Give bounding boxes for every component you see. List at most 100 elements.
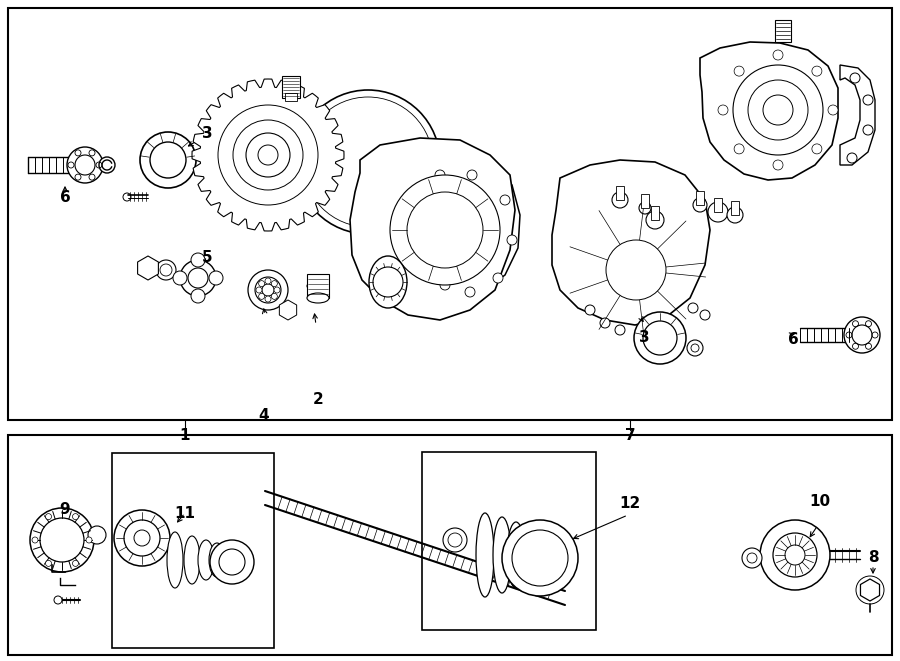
Text: 1: 1 xyxy=(180,428,190,442)
Circle shape xyxy=(615,325,625,335)
Circle shape xyxy=(134,530,150,546)
Polygon shape xyxy=(435,160,520,298)
Circle shape xyxy=(643,321,677,355)
Ellipse shape xyxy=(507,522,525,588)
Ellipse shape xyxy=(518,527,536,583)
Circle shape xyxy=(272,293,277,299)
Text: 2: 2 xyxy=(312,393,323,407)
Circle shape xyxy=(188,268,208,288)
Circle shape xyxy=(852,325,872,345)
Circle shape xyxy=(233,120,303,190)
Circle shape xyxy=(272,281,277,287)
Circle shape xyxy=(828,105,838,115)
Ellipse shape xyxy=(184,536,200,584)
Circle shape xyxy=(440,280,450,290)
Circle shape xyxy=(140,132,196,188)
Text: 6: 6 xyxy=(788,332,798,348)
Bar xyxy=(696,191,704,205)
Circle shape xyxy=(258,293,265,299)
Bar xyxy=(285,93,297,101)
Circle shape xyxy=(253,140,283,170)
Circle shape xyxy=(40,518,84,562)
Circle shape xyxy=(219,549,245,575)
Circle shape xyxy=(812,144,822,154)
Circle shape xyxy=(209,271,223,285)
Circle shape xyxy=(262,284,274,296)
Polygon shape xyxy=(860,579,879,601)
Circle shape xyxy=(448,533,462,547)
Circle shape xyxy=(255,277,281,303)
Circle shape xyxy=(785,545,805,565)
Circle shape xyxy=(265,278,271,284)
Circle shape xyxy=(407,192,483,268)
Circle shape xyxy=(734,66,744,76)
Circle shape xyxy=(600,318,610,328)
Circle shape xyxy=(606,240,666,300)
Circle shape xyxy=(265,296,271,302)
Circle shape xyxy=(639,202,651,214)
Circle shape xyxy=(863,95,873,105)
Circle shape xyxy=(507,235,517,245)
Circle shape xyxy=(46,561,51,566)
Text: 6: 6 xyxy=(59,190,70,204)
Circle shape xyxy=(493,273,503,283)
Bar xyxy=(422,452,596,630)
Text: 10: 10 xyxy=(809,494,831,510)
Ellipse shape xyxy=(209,543,225,577)
Text: 12: 12 xyxy=(619,496,641,510)
Circle shape xyxy=(73,561,78,566)
Polygon shape xyxy=(138,256,158,280)
Circle shape xyxy=(435,170,445,180)
Polygon shape xyxy=(350,138,515,320)
Circle shape xyxy=(173,271,187,285)
Text: 8: 8 xyxy=(868,551,878,566)
Circle shape xyxy=(612,192,628,208)
Circle shape xyxy=(390,175,500,285)
Bar xyxy=(731,201,739,215)
Circle shape xyxy=(691,344,699,352)
Circle shape xyxy=(763,95,793,125)
Circle shape xyxy=(850,73,860,83)
Circle shape xyxy=(258,281,265,287)
Bar xyxy=(714,198,722,212)
Text: 11: 11 xyxy=(175,506,195,520)
Circle shape xyxy=(373,267,403,297)
Bar xyxy=(616,186,624,200)
Text: 5: 5 xyxy=(202,251,212,266)
Circle shape xyxy=(847,153,857,163)
Circle shape xyxy=(773,50,783,60)
Circle shape xyxy=(248,270,288,310)
Bar xyxy=(651,206,659,220)
Circle shape xyxy=(708,202,728,222)
Polygon shape xyxy=(192,79,344,231)
Circle shape xyxy=(114,510,170,566)
Circle shape xyxy=(218,105,318,205)
Circle shape xyxy=(693,198,707,212)
Circle shape xyxy=(500,195,510,205)
Circle shape xyxy=(760,520,830,590)
Circle shape xyxy=(88,526,106,544)
Circle shape xyxy=(303,97,433,227)
Circle shape xyxy=(733,65,823,155)
Text: 7: 7 xyxy=(625,428,635,442)
Circle shape xyxy=(150,142,186,178)
Circle shape xyxy=(646,211,664,229)
Circle shape xyxy=(812,66,822,76)
Bar xyxy=(112,453,274,648)
Circle shape xyxy=(73,514,78,520)
Circle shape xyxy=(467,170,477,180)
Circle shape xyxy=(688,303,698,313)
Circle shape xyxy=(512,530,568,586)
Polygon shape xyxy=(552,160,710,325)
Circle shape xyxy=(465,287,475,297)
Circle shape xyxy=(180,260,216,296)
Circle shape xyxy=(160,264,172,276)
Circle shape xyxy=(742,548,762,568)
Circle shape xyxy=(246,133,290,177)
Circle shape xyxy=(30,508,94,572)
Circle shape xyxy=(99,157,115,173)
Circle shape xyxy=(687,340,703,356)
Circle shape xyxy=(46,514,51,520)
Ellipse shape xyxy=(167,532,183,588)
Polygon shape xyxy=(700,42,838,180)
